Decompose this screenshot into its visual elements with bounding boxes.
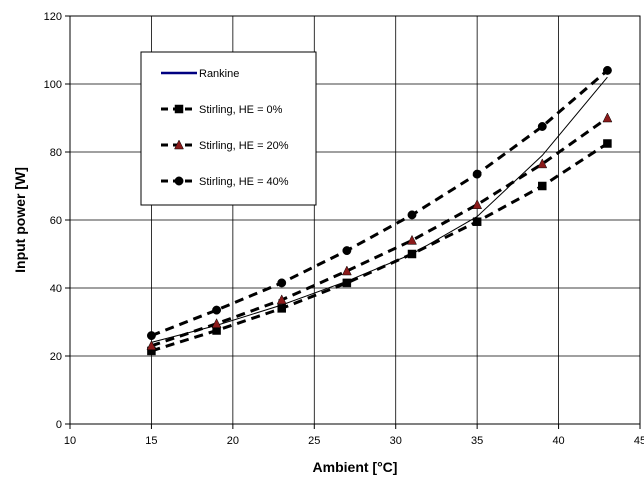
point-stirling-he-40 bbox=[537, 122, 547, 131]
y-tick-label: 80 bbox=[50, 147, 62, 159]
y-tick-label: 0 bbox=[56, 419, 62, 431]
y-tick-label: 60 bbox=[50, 215, 62, 227]
x-tick-label: 35 bbox=[471, 435, 483, 447]
point-stirling-he-40 bbox=[407, 210, 417, 220]
legend-box bbox=[140, 51, 317, 206]
point-stirling-he-40 bbox=[602, 65, 612, 75]
trend-line-stirling-he-0 bbox=[150, 142, 609, 353]
point-stirling-he-0 bbox=[277, 304, 286, 313]
legend-marker-stirling-he-0 bbox=[174, 104, 184, 114]
legend-label-stirling-he-40: Stirling, HE = 40% bbox=[199, 176, 289, 188]
x-tick-label: 15 bbox=[145, 435, 157, 447]
legend: Rankine Stirling, HE = 0% Stirling, HE = 2… bbox=[140, 51, 317, 206]
x-tick-label: 10 bbox=[64, 435, 76, 447]
legend-label-stirling-he-0: Stirling, HE = 0% bbox=[199, 104, 283, 116]
legend-marker-stirling-he-20 bbox=[174, 139, 184, 150]
point-stirling-he-20 bbox=[472, 199, 483, 209]
point-stirling-he-40 bbox=[212, 305, 222, 315]
point-stirling-he-40 bbox=[277, 278, 287, 288]
point-stirling-he-20 bbox=[211, 318, 222, 328]
point-stirling-he-40 bbox=[472, 169, 482, 179]
legend-label-rankine: Rankine bbox=[199, 68, 239, 80]
point-stirling-he-20 bbox=[276, 294, 287, 305]
point-stirling-he-0 bbox=[472, 217, 482, 226]
x-tick-label: 40 bbox=[552, 435, 564, 447]
point-stirling-he-40 bbox=[146, 331, 156, 341]
point-stirling-he-0 bbox=[342, 278, 352, 288]
point-stirling-he-0 bbox=[538, 181, 547, 191]
point-stirling-he-20 bbox=[602, 112, 613, 123]
legend-label-stirling-he-20: Stirling, HE = 20% bbox=[199, 140, 289, 152]
x-tick-label: 20 bbox=[227, 435, 239, 447]
point-stirling-he-20 bbox=[407, 234, 417, 245]
y-tick-label: 120 bbox=[44, 11, 62, 23]
point-stirling-he-40 bbox=[342, 246, 352, 256]
y-tick-label: 20 bbox=[50, 351, 62, 363]
x-tick-label: 30 bbox=[390, 435, 402, 447]
dashed-trend-lines bbox=[150, 69, 609, 353]
axis-ticks: 10 15 20 25 30 35 40 45 0 20 40 60 80 100 120 bbox=[44, 11, 644, 447]
y-axis-title: Input power [W] bbox=[12, 167, 28, 273]
point-stirling-he-20 bbox=[341, 265, 352, 276]
y-tick-label: 40 bbox=[50, 283, 62, 295]
trend-line-stirling-he-20 bbox=[150, 116, 609, 348]
series-layer bbox=[146, 65, 613, 356]
x-tick-label: 45 bbox=[634, 435, 644, 447]
legend-marker-stirling-he-40 bbox=[174, 176, 184, 186]
x-axis-title: Ambient [°C] bbox=[313, 459, 398, 475]
point-stirling-he-0 bbox=[603, 139, 612, 148]
point-stirling-he-20 bbox=[146, 340, 157, 351]
point-stirling-he-20 bbox=[537, 158, 548, 169]
x-tick-label: 25 bbox=[308, 435, 320, 447]
y-tick-label: 100 bbox=[44, 79, 62, 91]
line-rankine bbox=[151, 76, 608, 343]
point-stirling-he-0 bbox=[407, 249, 417, 259]
trend-line-stirling-he-40 bbox=[150, 69, 609, 337]
